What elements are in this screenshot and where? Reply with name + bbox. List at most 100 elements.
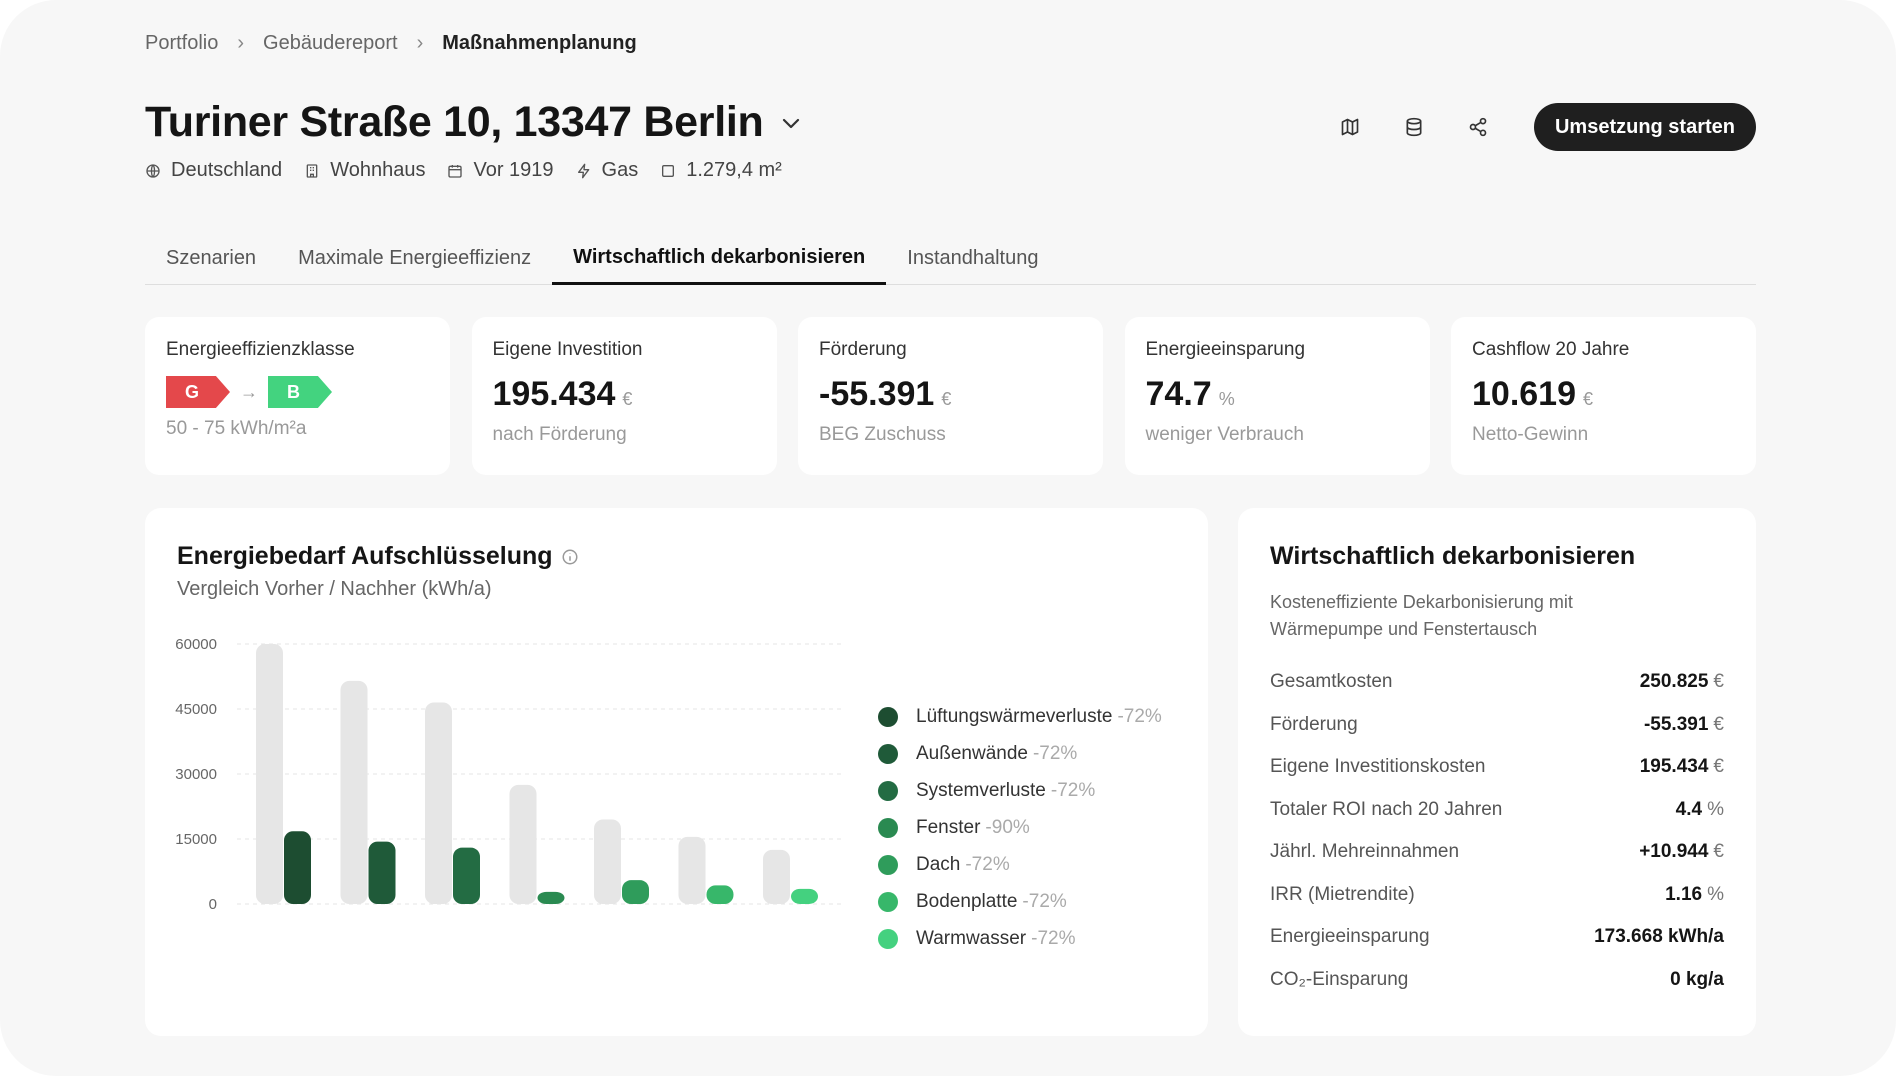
legend-dot xyxy=(878,817,898,838)
legend-label: Warmwasser xyxy=(916,927,1027,949)
legend-label: Fenster xyxy=(916,816,981,838)
legend-item[interactable]: Warmwasser -72% xyxy=(878,920,1162,957)
breadcrumb: Portfolio › Gebäudereport › Maßnahmenpla… xyxy=(145,32,637,55)
summary-row-value: +10.944 € xyxy=(1639,841,1724,863)
summary-title: Wirtschaftlich dekarbonisieren xyxy=(1270,542,1636,570)
summary-value-number: 195.434 xyxy=(1639,756,1709,778)
kpi-value: -55.391 € xyxy=(819,375,1082,414)
bar-nachher[interactable] xyxy=(368,841,396,904)
breadcrumb-portfolio[interactable]: Portfolio xyxy=(145,32,219,54)
legend-dot xyxy=(878,780,898,801)
summary-value-unit: € xyxy=(1713,713,1724,735)
title-row: Turiner Straße 10, 13347 Berlin xyxy=(145,98,803,147)
y-tick-label: 15000 xyxy=(175,831,217,848)
legend-item[interactable]: Außenwände -72% xyxy=(878,735,1162,772)
legend-item[interactable]: Fenster -90% xyxy=(878,809,1162,846)
breadcrumb-gebaeudereport[interactable]: Gebäudereport xyxy=(263,32,398,54)
kpi-number: 195.434 xyxy=(492,375,616,413)
map-button[interactable] xyxy=(1330,107,1370,147)
kpi-unit: % xyxy=(1218,389,1235,409)
bar-vorher[interactable] xyxy=(256,644,283,904)
arrow-right-icon: → xyxy=(240,381,258,402)
bar-nachher[interactable] xyxy=(537,891,565,904)
summary-row-value: 250.825 € xyxy=(1640,671,1724,693)
globe-icon xyxy=(146,163,160,178)
legend-item[interactable]: Lüftungswärmeverluste -72% xyxy=(878,698,1162,735)
summary-value-unit: € xyxy=(1713,841,1724,863)
summary-value-unit: € xyxy=(1713,756,1724,778)
header-toolbar: Umsetzung starten xyxy=(1330,103,1756,151)
meta-energy: Gas xyxy=(576,159,638,182)
y-tick-label: 45000 xyxy=(175,701,217,718)
summary-row-label: Eigene Investitionskosten xyxy=(1270,756,1486,778)
share-button[interactable] xyxy=(1458,107,1498,147)
bar-vorher[interactable] xyxy=(678,836,706,904)
bar-nachher[interactable] xyxy=(622,880,649,904)
legend-label: Systemverluste xyxy=(916,779,1046,801)
legend-label: Bodenplatte xyxy=(916,890,1018,912)
kpi-number: -55.391 xyxy=(819,375,935,413)
meta-country: Deutschland xyxy=(145,159,282,182)
summary-value-number: 4.4 xyxy=(1675,798,1703,820)
chart-subtitle: Vergleich Vorher / Nachher (kWh/a) xyxy=(177,578,492,600)
building-meta: Deutschland Wohnhaus Vor 1919 Gas 1.279,… xyxy=(145,159,804,182)
summary-row: Eigene Investitionskosten 195.434 € xyxy=(1270,746,1724,789)
kpi-sub: BEG Zuschuss xyxy=(819,424,946,445)
summary-row-label: Gesamtkosten xyxy=(1270,671,1393,693)
energy-class-badges: G → B xyxy=(166,376,429,408)
bar-nachher[interactable] xyxy=(706,885,734,904)
bar-nachher[interactable] xyxy=(453,847,480,904)
bar-nachher[interactable] xyxy=(791,888,818,904)
legend-reduction: -72% xyxy=(1022,890,1067,912)
y-tick-label: 0 xyxy=(209,896,217,913)
class-badge-to: B xyxy=(268,376,332,408)
kpi-label: Förderung xyxy=(819,339,907,360)
kpi-sub: Netto-Gewinn xyxy=(1472,424,1589,445)
summary-row-label: Förderung xyxy=(1270,713,1358,735)
tab-decarbonize[interactable]: Wirtschaftlich dekarbonisieren xyxy=(552,232,887,285)
legend-reduction: -90% xyxy=(985,816,1030,838)
legend-dot xyxy=(878,706,898,727)
summary-row: Jährl. Mehreinnahmen +10.944 € xyxy=(1270,831,1724,874)
scenario-tabs: Szenarien Maximale Energieeffizienz Wirt… xyxy=(145,232,1756,285)
summary-value-unit: % xyxy=(1707,798,1724,820)
kpi-number: 74.7 xyxy=(1145,375,1212,413)
breadcrumb-current: Maßnahmenplanung xyxy=(442,32,637,54)
kpi-value: 195.434 € xyxy=(493,375,756,414)
bar-vorher[interactable] xyxy=(594,819,621,905)
bar-vorher[interactable] xyxy=(763,849,790,904)
bar-nachher[interactable] xyxy=(284,831,311,904)
bar-vorher[interactable] xyxy=(340,680,368,904)
bar-vorher[interactable] xyxy=(509,784,537,904)
kpi-number: 10.619 xyxy=(1472,375,1576,413)
summary-row-value: 4.4% xyxy=(1676,799,1724,821)
tab-maintenance[interactable]: Instandhaltung xyxy=(907,246,1039,269)
meta-type: Wohnhaus xyxy=(304,159,425,182)
kpi-unit: € xyxy=(941,389,952,409)
summary-row-value: -55.391 € xyxy=(1644,714,1724,736)
legend-reduction: -72% xyxy=(1117,705,1162,727)
chevron-right-icon: › xyxy=(416,32,424,54)
bar-vorher[interactable] xyxy=(425,702,452,905)
legend-item[interactable]: Dach -72% xyxy=(878,846,1162,883)
kpi-sub: 50 - 75 kWh/m²a xyxy=(166,418,307,439)
tab-max-efficiency[interactable]: Maximale Energieeffizienz xyxy=(298,246,532,269)
legend-item[interactable]: Bodenplatte -72% xyxy=(878,883,1162,920)
start-implementation-button[interactable]: Umsetzung starten xyxy=(1533,103,1756,151)
kpi-label: Eigene Investition xyxy=(492,339,643,360)
summary-value-number: -55.391 xyxy=(1643,713,1709,735)
legend-item[interactable]: Systemverluste -72% xyxy=(878,772,1162,809)
summary-row-label: CO₂-Einsparung xyxy=(1270,968,1409,990)
kpi-energy-class: Energieeffizienzklasse G → B 50 - 75 kWh… xyxy=(145,317,450,475)
square-icon xyxy=(662,164,675,177)
tab-szenarien[interactable]: Szenarien xyxy=(166,246,257,269)
chevron-down-icon[interactable] xyxy=(779,111,803,135)
database-button[interactable] xyxy=(1394,107,1434,147)
summary-value-number: +10.944 xyxy=(1639,841,1709,863)
y-tick-label: 30000 xyxy=(175,766,217,783)
lightning-icon xyxy=(577,163,589,178)
summary-row: Energieeinsparung 173.668 kWh/a xyxy=(1270,916,1724,959)
info-icon[interactable] xyxy=(561,548,579,566)
summary-row-value: 173.668 kWh/a xyxy=(1594,926,1724,948)
kpi-value: 74.7% xyxy=(1146,375,1409,414)
